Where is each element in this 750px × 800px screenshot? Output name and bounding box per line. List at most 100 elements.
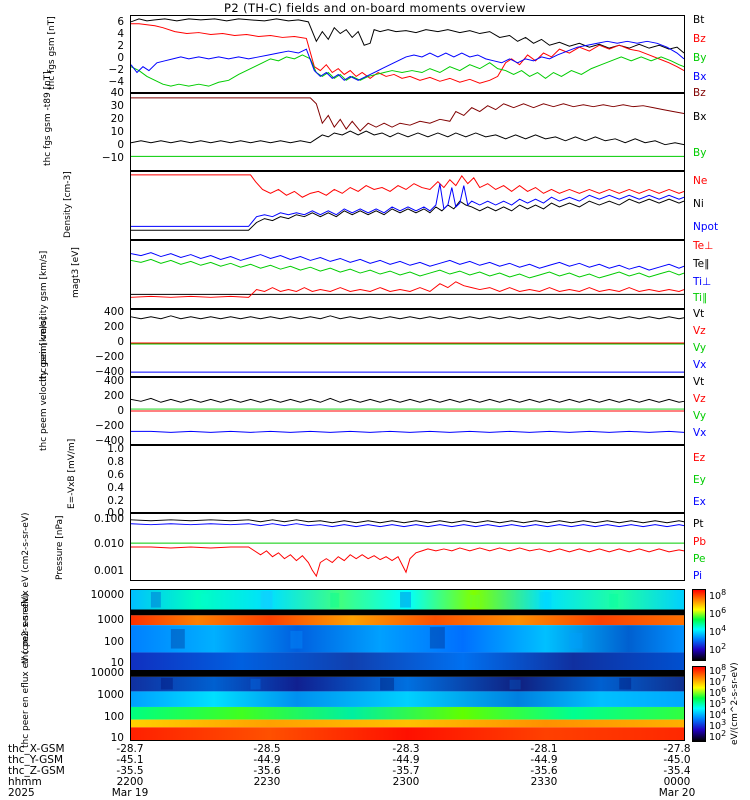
legend-density-ni: Ni (693, 198, 704, 210)
legend-magt3-tepar: Te∥ (693, 258, 710, 270)
bottom-z-col2: -35.6 (253, 765, 281, 777)
bottom-x-col2: -28.5 (253, 743, 281, 755)
legend-peem-vt: Vt (693, 376, 705, 388)
ytick-fgs-2: 2 (117, 40, 124, 52)
legend-magt3-teperp: Te⊥ (693, 240, 714, 252)
ytick-fgs-4: 4 (117, 28, 124, 40)
bottom-date-col5: Mar 20 (658, 787, 696, 799)
legend-magt3-tipar: Ti∥ (693, 292, 708, 304)
legend-peem-vx: Vx (693, 427, 707, 439)
cbtick-peer-1e7: 107 (709, 674, 727, 689)
legend-t89-bz: Bz (693, 87, 706, 99)
bottom-hhmm-col4: 2330 (530, 776, 558, 788)
legend-density-npot: Npot (693, 221, 719, 233)
bottom-x-col5: -27.8 (663, 743, 691, 755)
legend-e-ex: Ex (693, 496, 706, 508)
ylabel-peir-eflux: thc peir en eflux eV (cm2-s-sr-eV) (21, 512, 31, 664)
legend-p-pt: Pt (693, 518, 704, 530)
cbtick-peer-1e3: 103 (709, 718, 727, 733)
ytick-fgs-m2: −2 (108, 64, 124, 76)
ytick-peim-400: 400 (103, 306, 124, 318)
cbtick-peir-1e8: 108 (709, 588, 727, 603)
ytick-peir-10: 10 (110, 657, 124, 669)
bottom-label-year: 2025 (8, 787, 35, 799)
ytick-peem-0: 0 (117, 405, 124, 417)
ytick-peer-100: 100 (103, 711, 124, 723)
legend-density-ne: Ne (693, 175, 708, 187)
ytick-t89-20: 20 (110, 113, 124, 125)
ytick-peem-m400: −400 (95, 435, 124, 447)
colorbar-peir (692, 589, 706, 661)
panel-peir-spectrogram (130, 589, 685, 671)
legend-peem-vz: Vz (693, 393, 706, 405)
ytick-peir-10000: 10000 (90, 589, 124, 601)
ytick-peir-100: 100 (103, 636, 124, 648)
ytick-e-0p2: 0.2 (107, 495, 124, 507)
panel-peem-velocity (130, 377, 685, 445)
bottom-y-col1: -45.1 (116, 754, 144, 766)
ytick-p-0p100: 0.100 (93, 513, 124, 525)
bottom-z-col5: -35.4 (663, 765, 691, 777)
ytick-peir-1000: 1000 (97, 614, 124, 626)
ytick-t89-0: 0 (117, 139, 124, 151)
cbtick-peer-1e8: 108 (709, 663, 727, 678)
ytick-peim-m200: −200 (95, 351, 124, 363)
bottom-y-col4: -44.9 (530, 754, 558, 766)
ytick-e-0p4: 0.4 (107, 482, 124, 494)
bottom-y-col2: -44.9 (253, 754, 281, 766)
ytick-peem-200: 200 (103, 390, 124, 402)
bottom-label-y-gsm: thc_Y-GSM (8, 754, 63, 766)
legend-p-pi: Pi (693, 570, 703, 582)
bottom-hhmm-col5: 0000 (663, 776, 691, 788)
bottom-date-col1: Mar 19 (111, 787, 149, 799)
ytick-e-0p8: 0.8 (107, 456, 124, 468)
bottom-label-z-gsm: thc_Z-GSM (8, 765, 65, 777)
panel-magt3 (130, 240, 685, 309)
ytick-p-0p001: 0.001 (93, 565, 124, 577)
ytick-t89-30: 30 (110, 100, 124, 112)
ytick-peim-200: 200 (103, 321, 124, 333)
panel-fgs-gsm (130, 15, 685, 93)
legend-magt3-tiperp: Ti⊥ (693, 276, 712, 288)
legend-fgs-bt: Bt (693, 14, 705, 26)
cbtick-peir-1e4: 104 (709, 624, 727, 639)
bottom-hhmm-col1: 2200 (116, 776, 144, 788)
legend-peem-vy: Vy (693, 410, 707, 422)
cbtick-peir-1e2: 102 (709, 642, 727, 657)
cbtick-peer-1e4: 104 (709, 707, 727, 722)
legend-fgs-bz: Bz (693, 33, 706, 45)
legend-t89-bx: Bx (693, 111, 707, 123)
ytick-peer-10: 10 (110, 732, 124, 744)
legend-fgs-by: By (693, 52, 707, 64)
panel-density (130, 171, 685, 240)
panel-peer-spectrogram (130, 671, 685, 741)
ytick-fgs-m4: −4 (108, 76, 124, 88)
ytick-peim-0: 0 (117, 336, 124, 348)
ytick-fgs-6: 6 (117, 16, 124, 28)
bottom-label-x-gsm: thc_X-GSM (8, 743, 65, 755)
bottom-x-col4: -28.1 (530, 743, 558, 755)
ytick-e-0p6: 0.6 (107, 469, 124, 481)
bottom-z-col1: -35.5 (116, 765, 144, 777)
colorbar-peer (692, 666, 706, 742)
legend-peim-vt: Vt (693, 308, 705, 320)
legend-p-pe: Pe (693, 553, 706, 565)
panel-pressure (130, 513, 685, 581)
legend-peim-vz: Vz (693, 325, 706, 337)
bottom-z-col4: -35.6 (530, 765, 558, 777)
cbtick-peir-1e6: 106 (709, 606, 727, 621)
ytick-t89-10: 10 (110, 126, 124, 138)
ytick-peem-m200: −200 (95, 420, 124, 432)
ytick-t89-m10: −10 (101, 152, 124, 164)
legend-peim-vx: Vx (693, 359, 707, 371)
bottom-hhmm-col3: 2300 (392, 776, 420, 788)
cbtick-peer-1e6: 106 (709, 685, 727, 700)
legend-peim-vy: Vy (693, 342, 707, 354)
bottom-x-col3: -28.3 (392, 743, 420, 755)
ytick-peim-m400: −400 (95, 366, 124, 378)
ytick-fgs-0: 0 (117, 52, 124, 64)
cbtick-peer-1e5: 105 (709, 696, 727, 711)
legend-fgs-bx: Bx (693, 71, 707, 83)
bottom-z-col3: -35.7 (392, 765, 420, 777)
